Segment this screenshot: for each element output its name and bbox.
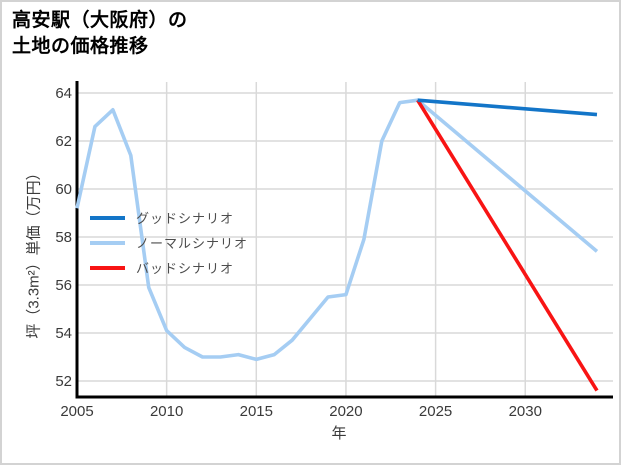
x-axis-title: 年 xyxy=(331,425,347,442)
legend-line-swatch xyxy=(90,240,125,245)
legend: グッドシナリオ ノーマルシナリオ バッドシナリオ xyxy=(90,205,248,280)
y-tick-label: 64 xyxy=(55,85,72,102)
series-line-1 xyxy=(75,98,599,362)
series-line-0 xyxy=(417,98,598,117)
legend-item-bad: バッドシナリオ xyxy=(90,255,248,280)
x-tick-label: 2030 xyxy=(508,403,542,420)
y-tick-label: 56 xyxy=(55,277,72,294)
y-tick-label: 54 xyxy=(55,325,72,342)
legend-line-swatch xyxy=(90,265,125,270)
page-title-line2: 土地の価格推移 xyxy=(12,36,149,57)
page-title-line1: 高安駅（大阪府）の xyxy=(12,10,188,31)
y-tick-label: 60 xyxy=(55,181,72,198)
legend-label: バッドシナリオ xyxy=(136,261,235,276)
y-tick-label: 52 xyxy=(55,373,72,390)
x-tick-label: 2025 xyxy=(418,403,453,420)
x-tick-label: 2005 xyxy=(60,403,94,420)
x-tick-label: 2010 xyxy=(149,403,184,420)
legend-item-good: グッドシナリオ xyxy=(90,205,248,230)
y-axis-title: 坪（3.3m²）単価（万円） xyxy=(25,165,43,339)
legend-label: ノーマルシナリオ xyxy=(136,236,249,251)
legend-line-swatch xyxy=(90,215,125,220)
y-tick-label: 58 xyxy=(55,229,72,246)
legend-label: グッドシナリオ xyxy=(136,211,235,226)
x-tick-label: 2020 xyxy=(329,403,363,420)
legend-item-normal: ノーマルシナリオ xyxy=(90,230,248,255)
page-title: 高安駅（大阪府）の 土地の価格推移 xyxy=(12,8,188,60)
x-tick-label: 2015 xyxy=(239,403,273,420)
series-line-2 xyxy=(416,99,599,392)
y-tick-label: 62 xyxy=(55,133,72,150)
